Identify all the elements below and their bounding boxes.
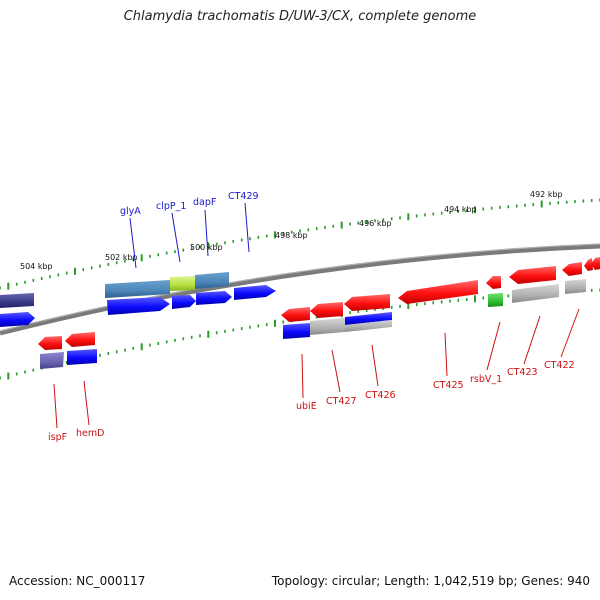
ruler-label-498: 498 kbp — [275, 231, 308, 240]
gene-feature[interactable] — [398, 280, 478, 304]
ruler-label-496: 496 kbp — [359, 219, 392, 228]
feature-track-lower-left — [38, 332, 97, 369]
genome-summary: Topology: circular; Length: 1,042,519 bp… — [271, 574, 590, 588]
gene-label-CT423: CT423 — [507, 367, 538, 378]
gene-label-CT426: CT426 — [365, 390, 396, 401]
gene-feature[interactable] — [512, 284, 559, 303]
map-title: Chlamydia trachomatis D/UW-3/CX, complet… — [123, 9, 477, 24]
gene-feature[interactable] — [310, 302, 343, 318]
ruler-label-494: 494 kbp — [444, 205, 477, 214]
gene-feature[interactable] — [0, 312, 35, 327]
gene-feature[interactable] — [488, 293, 503, 307]
bottom-label-leaders — [53, 308, 580, 429]
top-label-leaders — [129, 202, 250, 269]
gene-label-dapF: dapF — [193, 197, 216, 208]
gene-feature[interactable] — [40, 352, 64, 369]
gene-feature[interactable] — [196, 291, 232, 305]
gene-label-CT427: CT427 — [326, 396, 357, 407]
gene-feature[interactable] — [0, 293, 34, 308]
gene-label-ubiE: ubiE — [296, 401, 317, 412]
gene-feature[interactable] — [584, 258, 593, 271]
gene-feature[interactable] — [345, 312, 392, 325]
gene-feature[interactable] — [486, 276, 501, 289]
gene-feature[interactable] — [170, 276, 195, 291]
gene-feature[interactable] — [38, 336, 62, 350]
accession-text: Accession: NC_000117 — [9, 574, 146, 588]
gene-feature[interactable] — [234, 285, 276, 300]
gene-label-ispF: ispF — [48, 432, 67, 443]
gene-label-CT425: CT425 — [433, 380, 464, 391]
gene-feature[interactable] — [67, 349, 97, 365]
gene-feature[interactable] — [281, 307, 310, 322]
ruler-label-504: 504 kbp — [20, 262, 53, 271]
gene-feature[interactable] — [562, 262, 582, 276]
ruler-label-502: 502 kbp — [105, 253, 138, 262]
gene-feature[interactable] — [310, 318, 345, 335]
gene-label-clpP-1: clpP_1 — [156, 201, 186, 212]
gene-feature[interactable] — [195, 272, 229, 289]
gene-feature[interactable] — [509, 266, 556, 284]
gene-label-hemD: hemD — [76, 428, 104, 439]
gene-feature[interactable] — [565, 279, 586, 294]
feature-track-left — [0, 272, 276, 327]
genome-backbone — [0, 243, 600, 336]
feature-track-right — [281, 257, 600, 339]
gene-feature[interactable] — [105, 280, 170, 298]
gene-label-glyA: glyA — [120, 206, 141, 217]
gene-feature[interactable] — [107, 297, 170, 315]
gene-feature[interactable] — [65, 332, 95, 347]
ruler-label-500: 500 kbp — [190, 243, 223, 252]
gene-feature[interactable] — [172, 295, 196, 309]
gene-label-rsbV-1: rsbV_1 — [470, 374, 502, 385]
gene-label-CT422: CT422 — [544, 360, 575, 371]
gene-feature[interactable] — [283, 323, 310, 339]
gene-feature[interactable] — [591, 257, 600, 270]
ruler-label-492: 492 kbp — [530, 190, 563, 199]
gene-label-CT429: CT429 — [228, 191, 259, 202]
gene-feature[interactable] — [345, 320, 392, 332]
gene-feature[interactable] — [344, 294, 390, 311]
